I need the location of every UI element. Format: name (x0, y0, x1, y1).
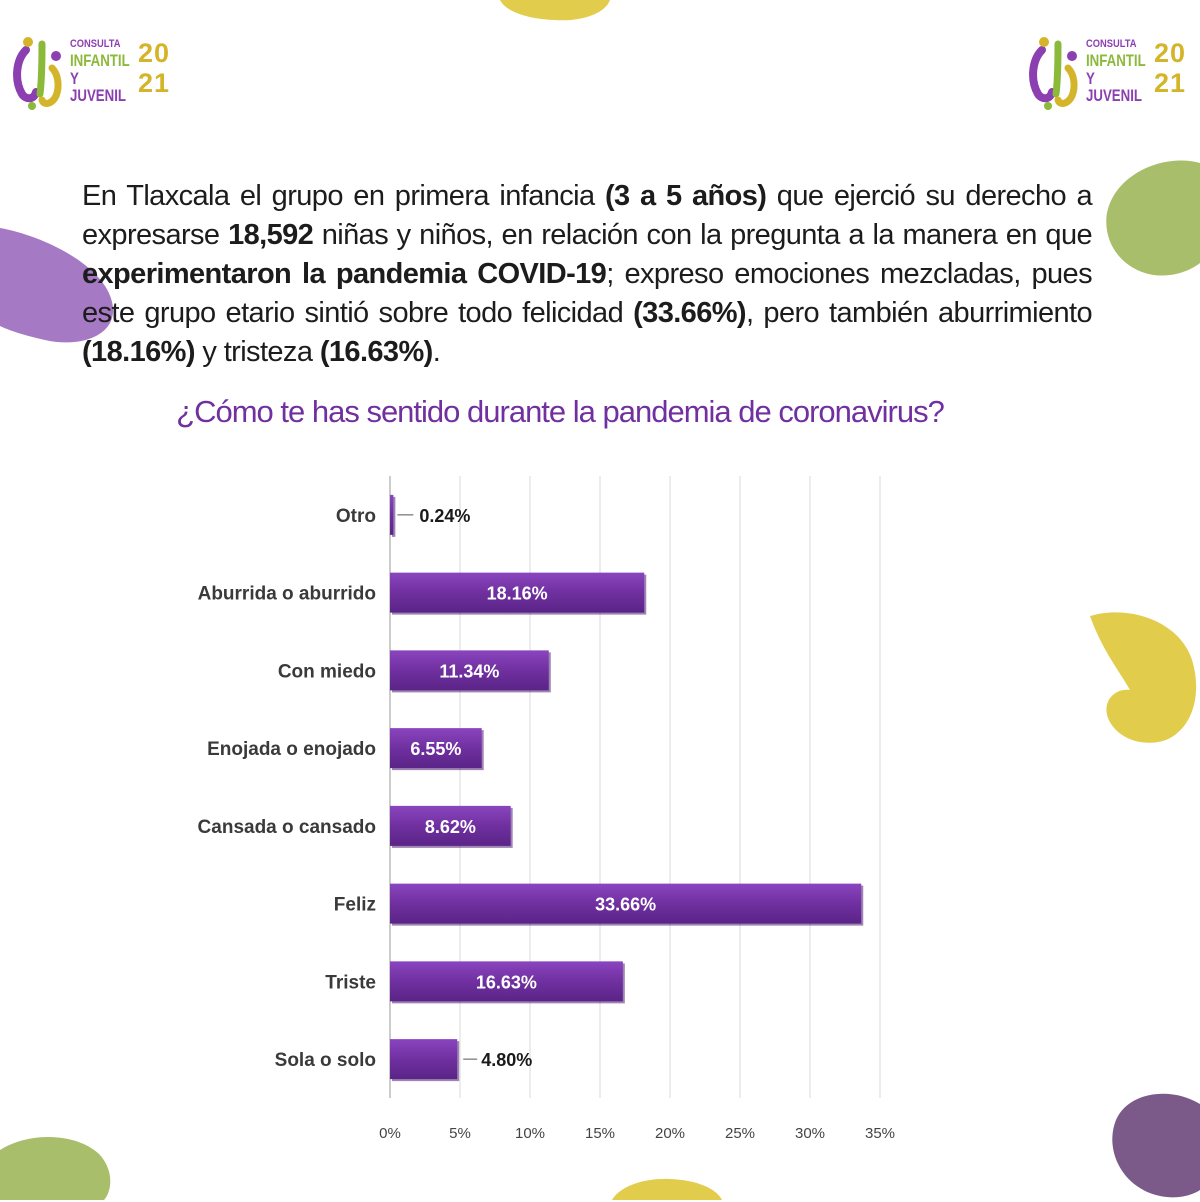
x-tick-label: 10% (515, 1125, 545, 1142)
yellow-blob-top (500, 0, 610, 21)
category-label: Cansada o cansado (198, 817, 376, 838)
consulta-mark-icon (13, 37, 62, 110)
bar (390, 883, 862, 924)
intro-text-5: , pero también aburrimiento (745, 297, 1093, 329)
bars: 0.24% 18.16% 11.34% 6.55% 8.62% 33.66% 16.63% 4… (390, 494, 864, 1082)
bar-shadow (392, 496, 396, 537)
yellow-blob-bottom (612, 1178, 722, 1200)
x-tick-label: 0% (379, 1125, 401, 1142)
logo-year-top: 20 (138, 38, 171, 68)
purple-blob-left (0, 228, 114, 343)
bar (390, 650, 549, 691)
chart-title: ¿Cómo te has sentido durante la pandemia… (176, 394, 945, 429)
data-label: 0.24% (419, 506, 470, 526)
bar (390, 572, 645, 613)
category-label: Otro (336, 506, 376, 527)
intro-text-2: que ejerció su derecho a expresarse (82, 180, 1093, 251)
green-blob-bottom-left (0, 1137, 111, 1200)
logo-year-bottom: 21 (1154, 68, 1187, 98)
category-label: Sola o solo (275, 1050, 376, 1071)
data-label: 8.62% (425, 817, 476, 837)
intro-text-1: En Tlaxcala el grupo en primera infancia (82, 180, 605, 212)
bar (390, 1039, 458, 1080)
data-label: 33.66% (595, 895, 656, 915)
x-tick-label: 30% (795, 1125, 825, 1142)
x-tick-label: 35% (865, 1125, 895, 1142)
data-label: 11.34% (439, 661, 499, 681)
logo-line-juvenil: Y JUVENIL (1086, 69, 1143, 105)
logo-line-juvenil: Y JUVENIL (70, 69, 127, 105)
intro-age-range: (3 a 5 años) (604, 180, 767, 212)
category-label: Con miedo (278, 661, 376, 682)
logo-year: 20 21 (138, 38, 171, 98)
logo-line-infantil: INFANTIL (1086, 51, 1146, 70)
intro-text-4: ; expreso emociones mezcladas, pues este… (82, 258, 1093, 329)
grid (389, 476, 881, 1098)
consulta-mark-icon (1029, 37, 1078, 110)
x-axis-ticks: 0% 5% 10% 15% 20% 25% 30% 35% (379, 1125, 895, 1142)
intro-sad-pct: (16.63%) (319, 336, 433, 368)
bar (390, 728, 482, 769)
intro-text-3: niñas y niños, en relación con la pregun… (313, 219, 1093, 251)
x-tick-label: 20% (655, 1125, 685, 1142)
logo-text: CONSULTA INFANTIL Y JUVENIL (70, 38, 130, 105)
consulta-logo-right: CONSULTA INFANTIL Y JUVENIL 20 21 (1028, 34, 1185, 116)
intro-bored-pct: (18.16%) (82, 336, 195, 368)
consulta-logo-left: CONSULTA INFANTIL Y JUVENIL 20 21 (12, 34, 169, 116)
logo-line-consulta: CONSULTA (70, 38, 121, 50)
x-tick-label: 5% (449, 1125, 471, 1142)
category-labels: Otro Aburrida o aburrido Con miedo Enojada … (198, 506, 376, 1071)
dark-purple-blob-right (1112, 1093, 1200, 1198)
yellow-swirl-right (1090, 612, 1197, 743)
data-label: 6.55% (410, 739, 461, 759)
logo-year: 20 21 (1154, 38, 1187, 98)
intro-text-7: . (432, 336, 441, 368)
x-tick-label: 15% (585, 1125, 615, 1142)
bar (390, 805, 511, 846)
logo-year-top: 20 (1154, 38, 1187, 68)
category-label: Feliz (334, 895, 376, 916)
logo-line-consulta: CONSULTA (1086, 38, 1137, 50)
logo-text: CONSULTA INFANTIL Y JUVENIL (1086, 38, 1146, 105)
bar (390, 961, 623, 1002)
bar (390, 494, 394, 535)
category-label: Triste (325, 972, 376, 993)
logo-line-infantil: INFANTIL (70, 51, 130, 70)
x-tick-label: 25% (725, 1125, 755, 1142)
intro-topic: experimentaron la pandemia COVID-19 (82, 258, 607, 290)
data-label: 16.63% (476, 972, 537, 992)
data-label: 4.80% (481, 1050, 532, 1070)
data-label: 18.16% (487, 584, 548, 604)
intro-paragraph: En Tlaxcala el grupo en primera infancia… (82, 177, 1093, 372)
logo-year-bottom: 21 (138, 68, 171, 98)
green-blob-right (1106, 160, 1200, 276)
category-label: Aburrida o aburrido (198, 584, 376, 605)
intro-count: 18,592 (228, 219, 314, 251)
category-label: Enojada o enojado (207, 739, 376, 760)
intro-happy-pct: (33.66%) (633, 297, 746, 329)
intro-text-6: y tristeza (194, 336, 320, 368)
